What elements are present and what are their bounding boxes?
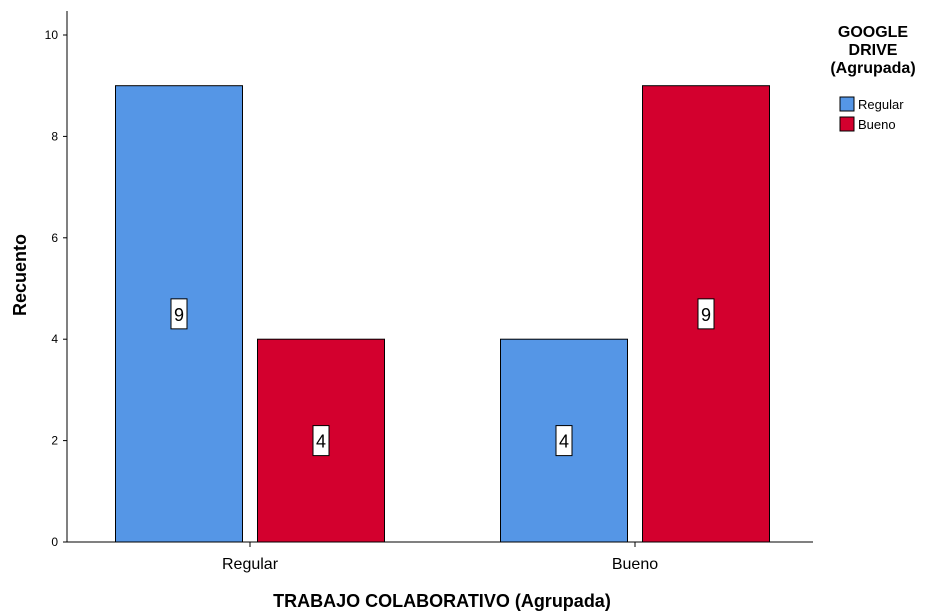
legend: GOOGLE DRIVE (Agrupada) Regular Bueno	[830, 24, 915, 132]
data-label: 4	[559, 432, 569, 452]
data-label: 9	[701, 305, 711, 325]
y-tick-label: 2	[51, 434, 58, 448]
x-axis-title: TRABAJO COLABORATIVO (Agrupada)	[273, 591, 611, 611]
x-tick-label: Bueno	[612, 556, 658, 573]
legend-label-regular: Regular	[858, 97, 904, 112]
data-label-box	[170, 298, 188, 330]
legend-label-bueno: Bueno	[858, 117, 896, 132]
y-tick-label: 8	[51, 129, 58, 143]
data-label-box	[555, 425, 573, 457]
bars	[115, 85, 770, 543]
y-tick-label: 0	[51, 535, 58, 549]
y-axis: 0 2 4 6 8 10	[45, 11, 68, 549]
data-label-box	[312, 425, 330, 457]
y-axis-title: Recuento	[10, 234, 30, 316]
legend-title-line-2: DRIVE	[849, 42, 898, 59]
y-tick-label: 6	[51, 231, 58, 245]
legend-swatch-bueno	[839, 116, 855, 132]
data-label: 9	[174, 305, 184, 325]
x-axis: Regular Bueno	[67, 541, 813, 573]
legend-title-line-3: (Agrupada)	[830, 60, 915, 77]
legend-title-line-1: GOOGLE	[838, 24, 909, 41]
data-labels: 9 4 4 9	[170, 298, 715, 457]
x-tick-label: Regular	[222, 556, 279, 573]
legend-swatch-regular	[839, 96, 855, 112]
y-tick-label: 10	[45, 28, 59, 42]
data-label: 4	[316, 432, 326, 452]
data-label-box	[697, 298, 715, 330]
y-tick-label: 4	[51, 332, 58, 346]
